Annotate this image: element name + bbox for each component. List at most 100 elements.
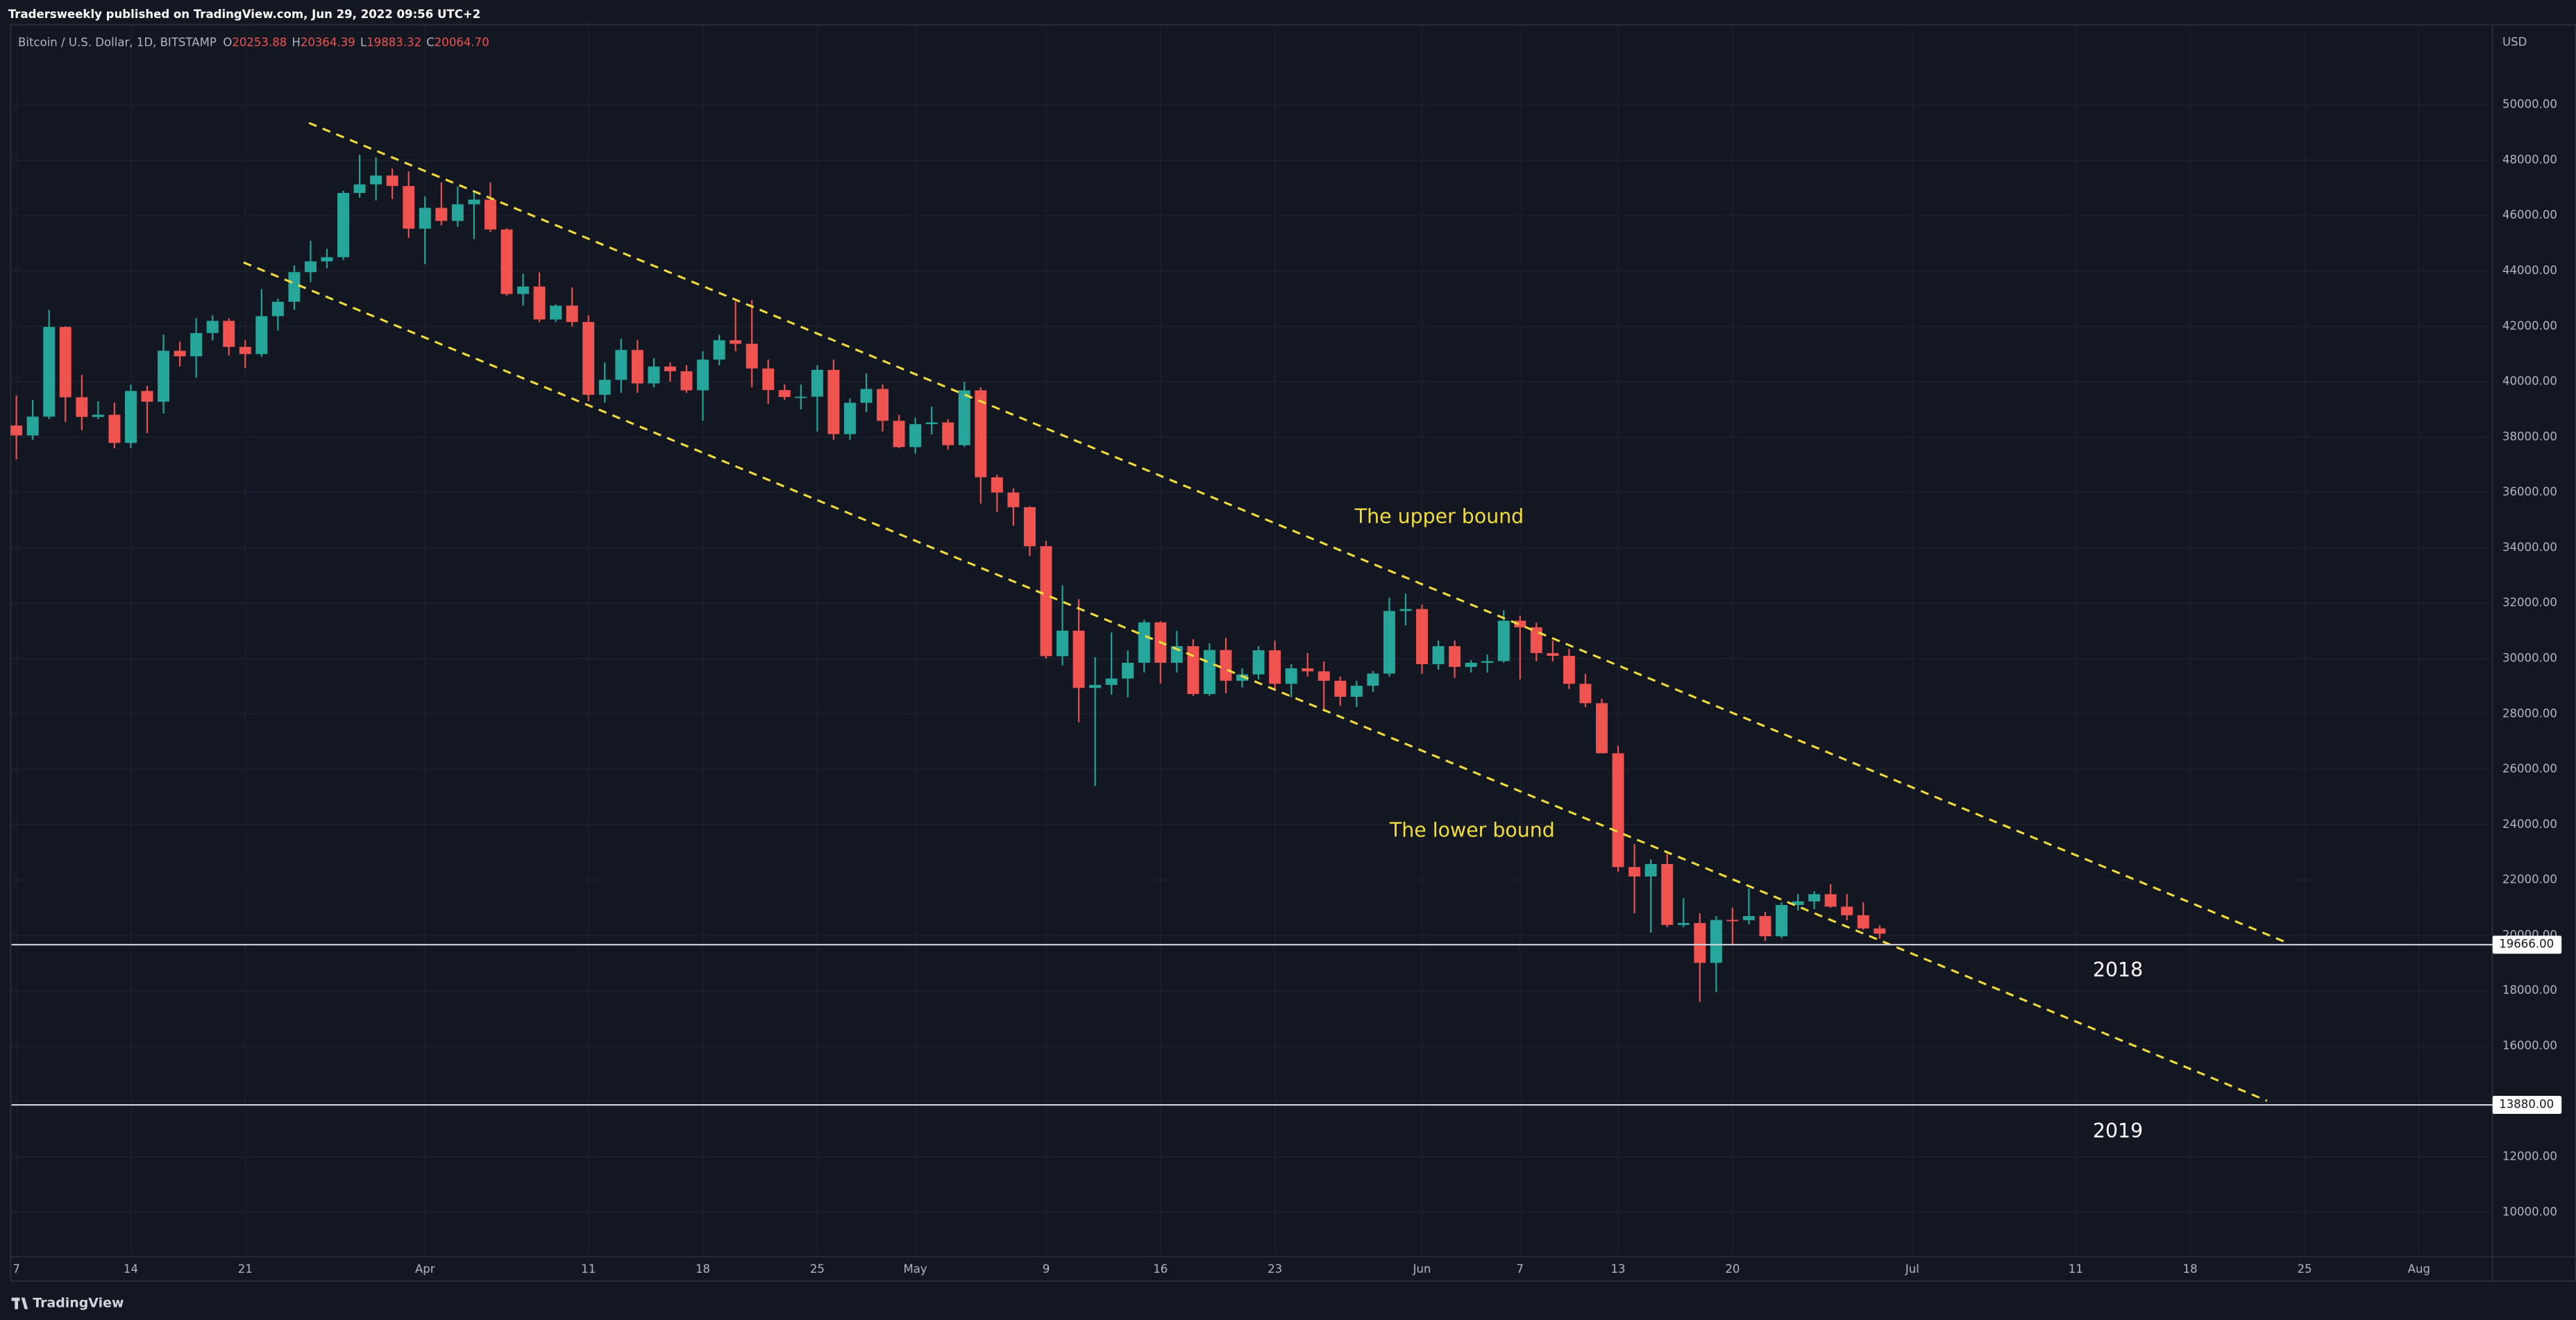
candle-body <box>353 184 366 194</box>
x-tick-label: 11 <box>2069 1262 2083 1276</box>
candle-body <box>158 350 170 402</box>
ohlc-value: 20253.88 <box>232 35 287 49</box>
candle-body <box>1497 620 1510 661</box>
candle-body <box>1105 678 1118 685</box>
x-tick-label: 14 <box>124 1262 138 1276</box>
footer-bar <box>0 1289 2576 1320</box>
annotation: 2019 <box>2093 1119 2143 1142</box>
y-tick-label: 36000.00 <box>2502 485 2557 498</box>
x-tick-label: 20 <box>1725 1262 1740 1276</box>
candle-body <box>533 286 546 320</box>
candle-body <box>337 193 350 257</box>
price-tag-label: 19666.00 <box>2499 938 2554 951</box>
candle-body <box>1694 922 1706 963</box>
ohlc-key: L <box>360 35 367 49</box>
candle-body <box>1285 668 1297 684</box>
candle-body <box>223 321 235 347</box>
candle-body <box>991 477 1003 493</box>
x-tick-label: Jul <box>1905 1262 1919 1276</box>
y-tick-label: 30000.00 <box>2502 652 2557 665</box>
candle-body <box>1644 863 1657 877</box>
candle-body <box>1269 650 1281 684</box>
candle-body <box>598 380 611 395</box>
candle-body <box>1416 609 1429 664</box>
candle-body <box>1661 863 1674 925</box>
candle-body <box>1530 627 1542 654</box>
candle-body <box>1874 928 1886 934</box>
candle-body <box>1138 622 1150 663</box>
candle-body <box>1367 673 1379 686</box>
frame <box>10 24 2576 1283</box>
annotation: The upper bound <box>1354 505 1524 528</box>
candle-body <box>1350 686 1363 697</box>
x-tick-label: 23 <box>1268 1262 1282 1276</box>
candle-body <box>827 369 840 434</box>
x-tick-label: 13 <box>1611 1262 1626 1276</box>
price-tag <box>2492 936 2562 954</box>
y-tick-label: 42000.00 <box>2502 319 2557 332</box>
candle-body <box>1236 674 1249 681</box>
candle-body <box>762 368 775 391</box>
y-tick-label: 50000.00 <box>2502 98 2557 111</box>
candle-body <box>206 321 219 333</box>
logo-part <box>21 1297 28 1310</box>
candle-body <box>141 391 153 402</box>
x-tick-label: 25 <box>810 1262 825 1276</box>
x-tick-label: 9 <box>1043 1262 1050 1276</box>
candle-body <box>1857 915 1869 929</box>
y-tick-label: 16000.00 <box>2502 1039 2557 1052</box>
x-tick-label: 16 <box>1153 1262 1168 1276</box>
ohlc-key: C <box>426 35 435 49</box>
candle-body <box>1122 662 1134 679</box>
candle-body <box>1628 867 1641 877</box>
candle-body <box>59 327 71 398</box>
candle-body <box>1579 684 1592 704</box>
price-tag <box>2492 1096 2562 1115</box>
candle-body <box>1334 680 1347 697</box>
x-tick-label: 18 <box>2183 1262 2198 1276</box>
candle-body <box>484 199 496 230</box>
candle-body <box>271 301 284 316</box>
candle-body <box>1465 662 1477 667</box>
candle-body <box>730 340 742 344</box>
candle-body <box>1252 650 1265 675</box>
candle-body <box>190 332 203 357</box>
candle-body <box>1089 684 1102 688</box>
candle-body <box>239 346 251 355</box>
candle-body <box>1776 905 1788 937</box>
candle-body <box>43 327 56 417</box>
candle-body <box>680 371 693 391</box>
candle-body <box>1203 650 1215 695</box>
candle-body <box>10 425 23 436</box>
candle-body <box>893 421 905 448</box>
y-tick-label: 24000.00 <box>2502 818 2557 831</box>
candle-body <box>1220 650 1232 681</box>
candle-body <box>1808 894 1821 902</box>
candle-body <box>615 350 628 380</box>
candle-body <box>1547 653 1559 657</box>
candle-body <box>370 175 382 185</box>
candle-body <box>1612 753 1624 868</box>
candle-body <box>713 340 725 360</box>
candle-body <box>746 344 758 369</box>
candle-body <box>1318 671 1330 681</box>
currency: USD <box>2502 35 2527 49</box>
candle-body <box>631 350 643 384</box>
candle-body <box>1302 668 1314 672</box>
price-tag-label: 13880.00 <box>2499 1098 2554 1111</box>
y-tick-label: 38000.00 <box>2502 430 2557 443</box>
x-tick-label: 11 <box>581 1262 596 1276</box>
candle-body <box>26 416 39 436</box>
candle-body <box>843 403 856 434</box>
candle-body <box>1596 703 1608 754</box>
legend: Bitcoin / U.S. Dollar, 1D, BITSTAMP O2025… <box>18 35 489 49</box>
ohlc-value: 20064.70 <box>435 35 489 49</box>
marks <box>10 121 2493 1106</box>
candle-body <box>860 389 873 403</box>
banner: Tradersweekly published on TradingView.c… <box>8 8 480 21</box>
candle-body <box>1023 507 1036 547</box>
candle-body <box>1481 661 1494 663</box>
candle-body <box>321 257 333 262</box>
ohlc-key: O <box>223 35 232 49</box>
